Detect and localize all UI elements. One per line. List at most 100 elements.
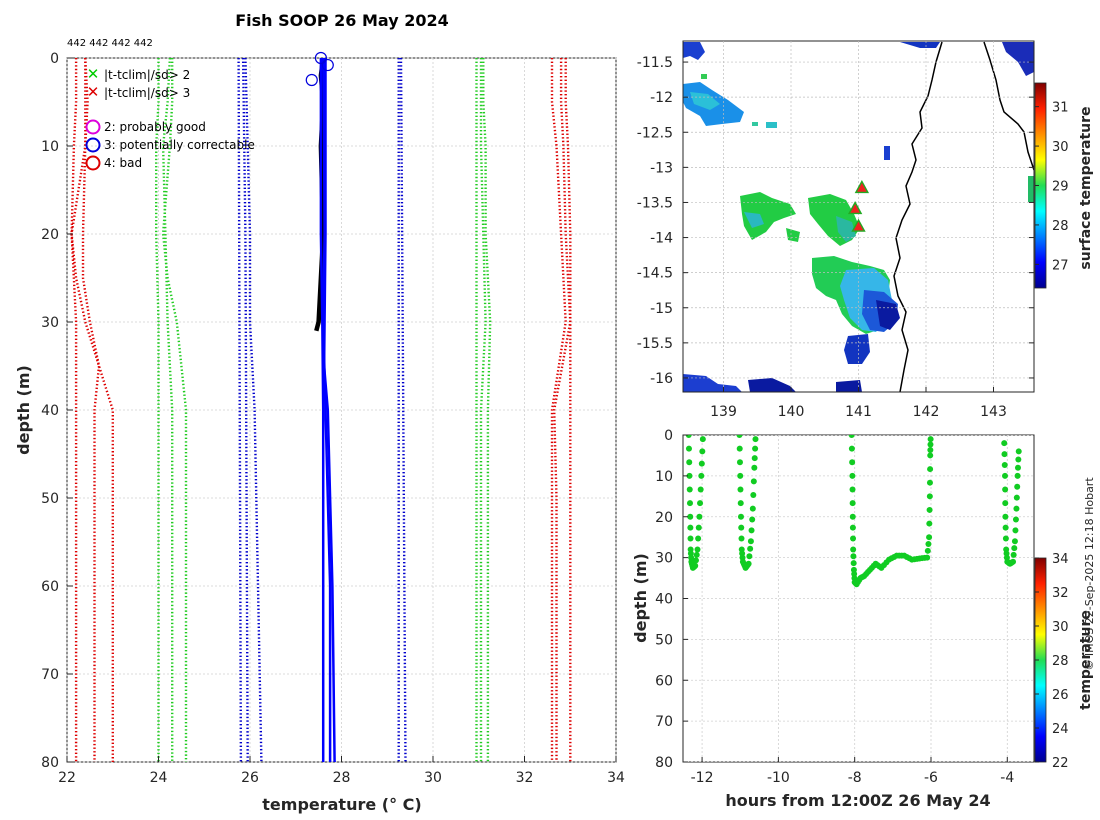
sst-patch <box>884 146 890 160</box>
profile-x-ticks: 22 24 26 28 30 32 34 <box>58 756 625 786</box>
track-points <box>685 435 1022 588</box>
track-point <box>850 546 857 553</box>
legend-item-label: |t-tclim|/sd> 3 <box>104 86 190 100</box>
track-point <box>849 472 856 479</box>
sst-patch <box>876 300 900 330</box>
sst-field <box>683 41 1034 392</box>
track-point <box>752 436 759 443</box>
x-tick-label: 140 <box>778 404 805 420</box>
x-tick-label: 30 <box>424 770 442 786</box>
climatology-red-outer-left <box>70 58 78 762</box>
climatology-red-right-2 <box>552 58 572 762</box>
sst-patch <box>900 42 940 48</box>
profile-panel: Fish SOOP 26 May 2024 442 442 442 442 22… <box>14 11 625 814</box>
track-point <box>747 538 754 545</box>
y-tick-label: 50 <box>655 632 673 648</box>
track-point <box>850 553 857 560</box>
observed-profiles <box>314 58 336 762</box>
time-y-label: depth (m) <box>631 553 650 643</box>
climatology-green-right-2 <box>479 58 487 762</box>
y-tick-label: 10 <box>655 469 673 485</box>
copyright-notice: © IMOS 22-Sep-2025 12:18 Hobart <box>1083 477 1096 671</box>
sst-patch <box>690 92 720 110</box>
track-point <box>751 464 758 471</box>
x-tick-label: 34 <box>607 770 625 786</box>
y-tick-label: 20 <box>655 510 673 526</box>
track-point <box>925 541 932 547</box>
x-tick-label: -8 <box>848 770 862 786</box>
sst-patch <box>752 122 758 126</box>
flag-marker <box>321 58 334 72</box>
track-point <box>927 436 934 443</box>
track-point <box>686 486 693 493</box>
legend: ✕ |t-tclim|/sd> 2 ✕ |t-tclim|/sd> 3 2: p… <box>85 65 255 171</box>
y-tick-label: 10 <box>41 139 59 155</box>
legend-red-x-marker: ✕ <box>87 83 100 101</box>
track-point <box>685 435 692 438</box>
track-point <box>1002 513 1009 520</box>
sst-patch <box>683 374 742 392</box>
track-point <box>738 535 745 542</box>
track-point <box>1014 483 1021 490</box>
y-tick-label: 80 <box>41 755 59 771</box>
track-point <box>926 506 933 513</box>
map-panel: 139 140 141 142 143 -11.5 -12 -12.5 -13 -13.5 -14… <box>637 40 1094 420</box>
y-tick-label: 80 <box>655 755 673 771</box>
track-point <box>697 486 704 493</box>
y-tick-label: -11.5 <box>637 55 673 71</box>
y-tick-label: 70 <box>41 667 59 683</box>
x-tick-label: -4 <box>1000 770 1014 786</box>
legend-item-label: |t-tclim|/sd> 2 <box>104 68 190 82</box>
x-tick-label: 24 <box>150 770 168 786</box>
track-point <box>1013 505 1020 512</box>
track-point <box>849 486 856 493</box>
legend-magenta-circle-marker <box>85 119 101 135</box>
sst-patch <box>683 42 705 60</box>
track-point <box>1011 538 1018 545</box>
track-point <box>685 445 692 452</box>
profile-location-marker <box>847 201 863 215</box>
track-point <box>697 500 704 507</box>
profile-location-marker <box>854 179 870 194</box>
track-point <box>849 500 856 507</box>
track-point <box>1001 451 1008 458</box>
track-point <box>1002 535 1009 542</box>
track-point <box>692 557 699 564</box>
colorbar-tick-label: 34 <box>1052 552 1069 567</box>
climatology-green-left-1 <box>154 58 160 762</box>
track-point <box>927 446 934 453</box>
track-point <box>687 535 694 542</box>
track-point <box>1001 440 1008 447</box>
track-point <box>737 513 744 520</box>
legend-blue-circle-marker <box>85 137 101 153</box>
observed-blue-cast-c <box>322 58 336 762</box>
track-point <box>751 455 758 462</box>
climatology-blue-left-3 <box>244 58 263 762</box>
y-tick-label: 70 <box>655 714 673 730</box>
coastline <box>893 41 943 392</box>
x-tick-label: 142 <box>913 404 940 420</box>
x-tick-label: 141 <box>845 404 872 420</box>
legend-item-label: 4: bad <box>104 156 142 170</box>
track-point <box>1010 558 1017 565</box>
y-tick-label: 20 <box>41 227 59 243</box>
track-point <box>1012 516 1019 523</box>
track-point <box>695 535 702 542</box>
track-point <box>737 486 744 493</box>
sst-patch <box>744 212 764 228</box>
track-point <box>686 472 693 479</box>
track-point <box>850 560 857 567</box>
colorbar-tick-label: 29 <box>1052 180 1069 195</box>
temp-colorbar-label: temperature <box>1078 610 1094 710</box>
map-x-ticks: 139 140 141 142 143 <box>710 387 1007 420</box>
observed-blue-cast-b <box>319 58 325 762</box>
climatology-red-right-1 <box>550 58 567 762</box>
track-point <box>736 459 743 466</box>
track-point <box>849 524 856 531</box>
y-tick-label: 0 <box>50 51 59 67</box>
y-tick-label: 60 <box>655 673 673 689</box>
legend-item-label: 2: probably good <box>104 120 206 134</box>
profile-y-ticks: 0 10 20 30 40 50 60 70 80 <box>41 51 73 771</box>
track-point <box>746 553 753 560</box>
y-tick-label: 30 <box>655 551 673 567</box>
